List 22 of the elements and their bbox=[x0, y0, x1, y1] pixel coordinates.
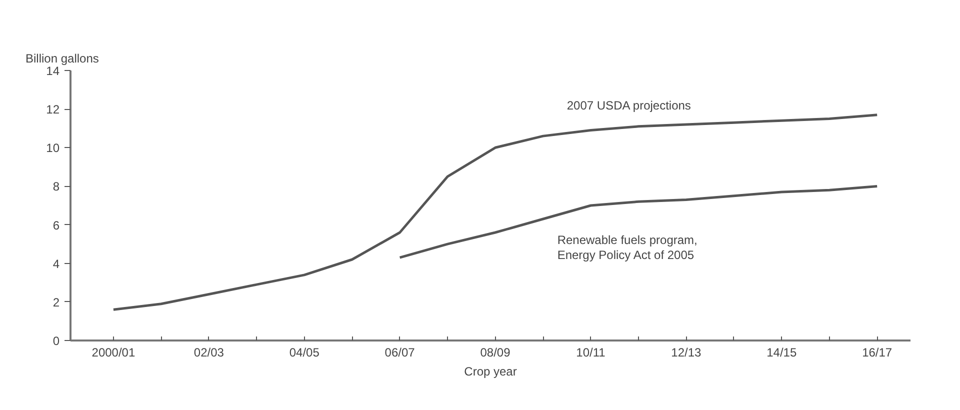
x-tick-label: 14/15 bbox=[766, 346, 797, 360]
y-tick-label: 14 bbox=[46, 64, 60, 78]
y-tick-label: 6 bbox=[52, 218, 60, 232]
y-axis-title: Billion gallons bbox=[26, 52, 99, 66]
x-tick-label: 06/07 bbox=[384, 346, 416, 360]
series-label: 2007 USDA projections bbox=[566, 98, 691, 112]
x-tick-label: 10/11 bbox=[576, 346, 606, 360]
x-tick-label: 02/03 bbox=[194, 346, 224, 360]
y-tick-label: 10 bbox=[46, 141, 60, 156]
line-series bbox=[112, 114, 878, 311]
y-tick-label: 12 bbox=[46, 102, 60, 117]
y-tick-label: 4 bbox=[52, 256, 60, 271]
x-tick-label: 16/17 bbox=[862, 346, 892, 360]
x-axis-title: Crop year bbox=[464, 364, 517, 378]
y-tick-label: 0 bbox=[52, 334, 60, 348]
x-tick-label: 2000/01 bbox=[92, 346, 136, 360]
y-tick-label: 8 bbox=[52, 180, 60, 194]
x-tick-label: 04/05 bbox=[289, 346, 320, 360]
series-label: Renewable fuels program, Energy Policy Act of 2005 bbox=[557, 233, 698, 262]
y-tick-label: 2 bbox=[52, 295, 60, 310]
x-tick-label: 08/09 bbox=[480, 346, 511, 360]
x-tick-label: 12/13 bbox=[671, 346, 702, 360]
